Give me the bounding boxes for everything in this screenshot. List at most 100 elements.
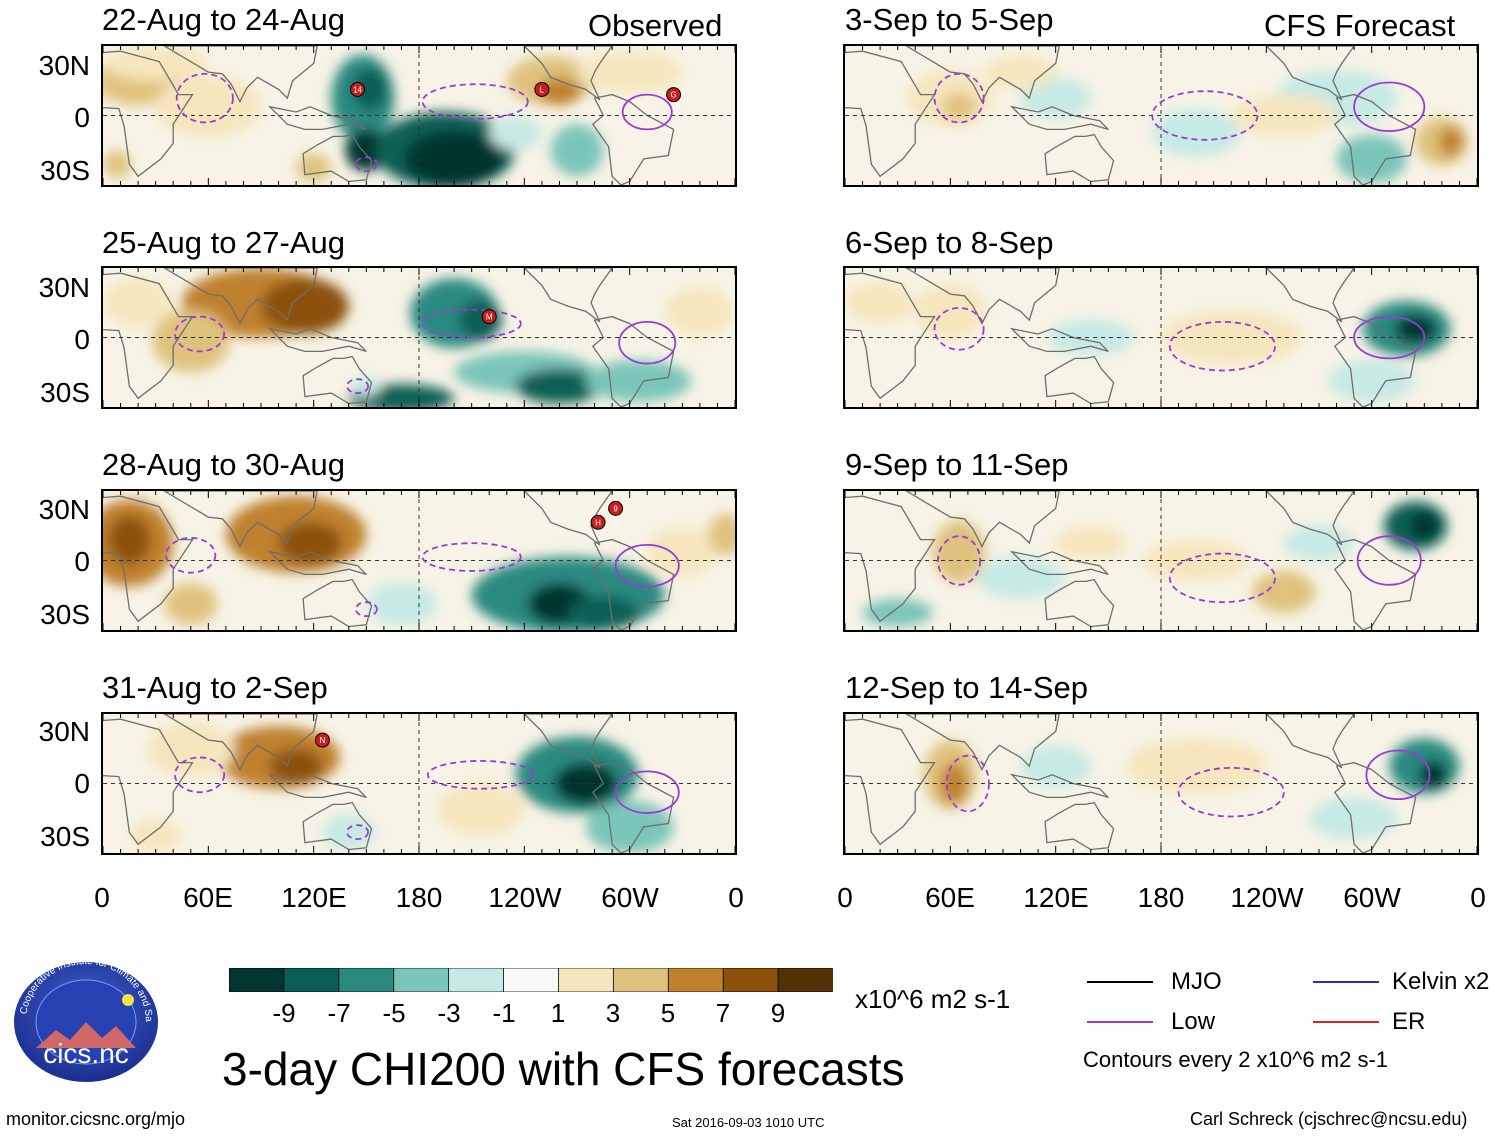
low-contour (346, 824, 369, 841)
coastline (267, 327, 367, 353)
legend-kelvin-label: Kelvin x2 (1392, 968, 1490, 995)
colorbar-tick-label: -5 (382, 998, 406, 1028)
map-field (845, 491, 1477, 630)
anomaly-blob (939, 762, 968, 805)
map-panel-fcst-4 (843, 712, 1479, 855)
anomaly-blob (366, 583, 437, 625)
anomaly-blob (985, 54, 1056, 90)
anomaly-blob (1231, 94, 1337, 137)
coastline (905, 491, 1060, 549)
map-panel-fcst-2 (843, 266, 1479, 409)
lon-label-0-end: 0 (728, 882, 744, 913)
anomaly-blob (708, 513, 735, 556)
storm-marker: 9 (608, 500, 624, 516)
low-contour (421, 83, 529, 120)
coastline (1333, 315, 1417, 407)
low-contour (945, 754, 990, 813)
colorbar-swatch (722, 967, 779, 993)
legend-mjo-label: MJO (1171, 968, 1222, 995)
anomaly-blob (489, 115, 542, 151)
storm-label: G (670, 91, 676, 100)
lat-label-30s: 30S (40, 821, 90, 852)
low-contour (421, 542, 522, 572)
anomaly-blob (664, 287, 735, 336)
lon-label-60e: 60E (925, 882, 975, 913)
lon-label-60w: 60W (601, 882, 659, 913)
coastline (591, 315, 675, 407)
colorbar-tick-label: 5 (660, 998, 676, 1028)
map-field: H9 (103, 491, 735, 630)
lat-label-0: 0 (74, 768, 90, 799)
coastline (103, 50, 194, 178)
anomaly-blob (647, 527, 718, 577)
map-panel-obs-4: N (101, 712, 737, 855)
map-panel-fcst-3 (843, 489, 1479, 632)
anomaly-blob (1055, 525, 1126, 561)
anomaly-blob (155, 75, 261, 139)
anomaly-blob (941, 92, 977, 121)
coastline (845, 718, 936, 846)
low-contour (174, 756, 226, 794)
coastline (1333, 93, 1417, 185)
cicsnc-logo-graphic: Cooperative Institute for Climate and Sa… (7, 952, 158, 1082)
colorbar (228, 967, 834, 993)
coastline (845, 495, 936, 623)
map-panel-obs-1: 14 L G (101, 44, 737, 187)
coastline (1009, 327, 1109, 353)
colorbar-swatches (228, 967, 834, 993)
storm-label: 9 (613, 504, 618, 513)
low-contour (426, 760, 535, 790)
anomaly-blob (296, 153, 332, 182)
anomaly-blob (1394, 314, 1437, 343)
legend-mjo-line (1087, 981, 1153, 983)
legend-contour-note: Contours every 2 x10^6 m2 s-1 (1083, 1047, 1389, 1072)
colorbar-tick-label: -3 (437, 998, 461, 1028)
coastline (163, 46, 318, 104)
anomaly-blob (103, 46, 209, 81)
lon-label-60w: 60W (1343, 882, 1401, 913)
colorbar-tick-label: -1 (492, 998, 516, 1028)
main-title: 3-day CHI200 with CFS forecasts (222, 1043, 905, 1095)
colorbar-units: x10^6 m2 s-1 (855, 984, 1011, 1014)
legend-kelvin-line (1313, 981, 1379, 983)
logo-text: cics.nc (43, 1038, 129, 1069)
colorbar-swatch (503, 967, 560, 993)
footer-url[interactable]: monitor.cicsnc.org/mjo (6, 1109, 186, 1129)
coastline (267, 550, 367, 576)
panel-title-fcst-4: 12-Sep to 14-Sep (845, 670, 1089, 705)
legend-low-line (1087, 1021, 1153, 1023)
coastline (1333, 761, 1417, 853)
map-panel-obs-2: M (101, 266, 737, 409)
lat-label-30s: 30S (40, 599, 90, 630)
low-contour (354, 601, 378, 618)
storm-marker: G (666, 87, 682, 103)
low-contour (621, 93, 673, 131)
low-contour (614, 770, 680, 814)
coastline (1044, 801, 1115, 851)
anomaly-field (103, 46, 683, 185)
coastline (845, 50, 936, 178)
anomaly-blob (146, 720, 235, 777)
colorbar-swatch (283, 967, 340, 993)
anomaly-field (103, 268, 735, 407)
coastline (1009, 105, 1109, 131)
coastline (905, 714, 1060, 772)
low-contour (933, 72, 985, 124)
coastline (1265, 714, 1355, 769)
anomaly-blob (269, 748, 323, 784)
low-contour (1151, 90, 1259, 141)
colorbar-tick-label: 9 (770, 998, 786, 1028)
anomaly-blob (550, 124, 604, 177)
lon-label-60e: 60E (183, 882, 233, 913)
lon-label-0: 0 (94, 882, 110, 913)
coastline (523, 491, 613, 546)
coastline (523, 268, 613, 323)
low-contour (614, 543, 680, 588)
coastline (1044, 355, 1115, 405)
coastline (103, 272, 194, 400)
panel-title-obs-4: 31-Aug to 2-Sep (102, 670, 328, 705)
anomaly-blob (585, 360, 692, 402)
coastline (103, 495, 194, 623)
observed-header: Observed (588, 8, 723, 43)
coastline (267, 105, 367, 131)
